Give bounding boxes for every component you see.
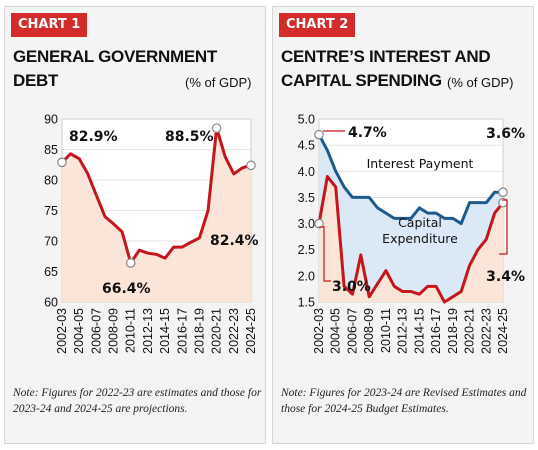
chart-1-x-tick-label: 2022-23 — [227, 308, 241, 354]
chart-2-title-line-1: CENTRE’S INTEREST AND — [281, 47, 491, 66]
chart-1-x-tick-label: 2018-19 — [192, 308, 206, 354]
chart-1-point-marker — [125, 258, 136, 268]
chart-2-y-tick-label: 3.0 — [298, 217, 315, 231]
chart-2-y-tick-label: 4.0 — [298, 165, 315, 179]
chart-2-x-tick-label: 2022-23 — [479, 308, 493, 354]
chart-1-plot: 60 65 70 75 80 85 90 2002-03 2004-05 2006-07 2008-… — [44, 113, 259, 354]
chart-1-y-tick-label: 80 — [44, 174, 58, 188]
chart-1-x-tick-label: 2006-07 — [89, 308, 103, 354]
chart-1-x-tick-label: 2004-05 — [72, 308, 86, 354]
chart-1-y-tick-label: 85 — [44, 143, 58, 157]
chart-2-title: CENTRE’S INTEREST AND CAPITAL SPENDING — [281, 45, 491, 93]
chart-1-x-tick-label: 2008-09 — [107, 308, 121, 354]
chart-2-leader-line — [499, 199, 508, 255]
chart-2-series-line-2 — [317, 175, 505, 304]
chart-1-x-tick-label: 2012-13 — [141, 308, 155, 354]
chart-2-note: Note: Figures for 2023-24 are Revised Es… — [281, 387, 527, 415]
chart-2-title-line-2: CAPITAL SPENDING — [281, 71, 442, 90]
chart-2-x-tick-label: 2002-03 — [312, 308, 326, 354]
chart-2-panel: CHART 2 CENTRE’S INTEREST AND CAPITAL SP… — [272, 6, 534, 444]
chart-2-x-tick-label: 2010-11 — [379, 308, 393, 353]
chart-1-x-tick-label: 2002-03 — [55, 308, 69, 354]
chart-1-y-tick-label: 60 — [44, 296, 58, 310]
chart-1-x-tick-label: 2024-25 — [244, 308, 258, 354]
chart-1-badge: CHART 1 — [11, 13, 88, 37]
chart-2-x-tick-label: 2020-21 — [463, 308, 477, 354]
chart-2-area-fill — [319, 176, 503, 302]
chart-1-value-label: 88.5% — [165, 129, 214, 145]
chart-1-point-marker — [211, 123, 222, 133]
chart-1-value-label: 66.4% — [102, 281, 151, 297]
chart-2-series-line-1 — [317, 133, 503, 226]
chart-1-x-tick-label: 2020-21 — [210, 308, 224, 354]
chart-1-point-marker — [57, 157, 67, 168]
chart-1-note: Note: Figures for 2022-23 are estimates … — [13, 387, 262, 415]
chart-2-x-tick-label: 2016-17 — [429, 308, 443, 354]
chart-1-y-tick-label: 90 — [44, 113, 58, 127]
chart-1-y-tick-label: 65 — [44, 265, 58, 279]
chart-1-value-label: 82.4% — [210, 233, 259, 249]
chart-1-title-line-1: GENERAL GOVERNMENT — [13, 47, 217, 66]
chart-1-unit: (% of GDP) — [185, 75, 252, 90]
chart-1-x-tick-label: 2014-15 — [158, 308, 172, 354]
chart-2-value-label: 4.7% — [348, 125, 387, 141]
chart-2-y-tick-label: 2.0 — [298, 269, 315, 283]
chart-2-badge: CHART 2 — [279, 13, 356, 37]
chart-1-y-tick-label: 75 — [44, 204, 58, 218]
chart-2-y-tick-label: 5.0 — [298, 113, 315, 127]
chart-1-y-tick-label: 70 — [44, 235, 58, 249]
chart-2-y-tick-label: 1.5 — [298, 296, 315, 310]
chart-2-y-tick-label: 4.5 — [298, 139, 315, 153]
chart-2-point-marker — [498, 187, 508, 197]
chart-2-x-tick-label: 2012-13 — [396, 308, 410, 354]
chart-2-y-tick-label: 3.5 — [298, 191, 315, 205]
chart-2-leader-line — [319, 226, 331, 282]
chart-1-x-tick-label: 2010-11 — [124, 308, 138, 353]
chart-2-x-tick-label: 2004-05 — [329, 308, 343, 354]
chart-2-y-tick-label: 2.5 — [298, 243, 315, 257]
chart-2-x-tick-label: 2006-07 — [345, 308, 359, 354]
chart-2-value-label: 3.0% — [332, 279, 371, 295]
chart-1-point-marker — [246, 160, 256, 171]
chart-1-series-line-1 — [60, 126, 252, 265]
chart-2-unit: (% of GDP) — [447, 75, 514, 90]
chart-1-title-line-2: DEBT — [13, 71, 59, 90]
chart-2-value-label: 3.4% — [486, 269, 525, 285]
chart-2-x-tick-label: 2018-19 — [446, 308, 460, 354]
chart-2-series-label: Interest Payment — [367, 156, 474, 171]
chart-2-x-tick-label: 2008-09 — [362, 308, 376, 354]
chart-2-x-tick-label: 2014-15 — [412, 308, 426, 354]
chart-2-value-label: 3.6% — [486, 126, 525, 142]
chart-1-value-label: 82.9% — [69, 129, 118, 145]
chart-2-point-marker — [314, 129, 324, 140]
chart-2-point-marker — [314, 218, 324, 229]
chart-2-series-label: Capital — [398, 215, 442, 230]
chart-1-title: GENERAL GOVERNMENT DEBT — [13, 45, 217, 93]
chart-1-area-fill — [62, 128, 251, 302]
chart-2-x-tick-label: 2024-25 — [496, 308, 510, 354]
chart-2-series-label: Expenditure — [382, 231, 458, 246]
chart-1-panel: CHART 1 GENERAL GOVERNMENT DEBT (% of GD… — [4, 6, 266, 444]
chart-1-x-tick-label: 2016-17 — [175, 308, 189, 354]
